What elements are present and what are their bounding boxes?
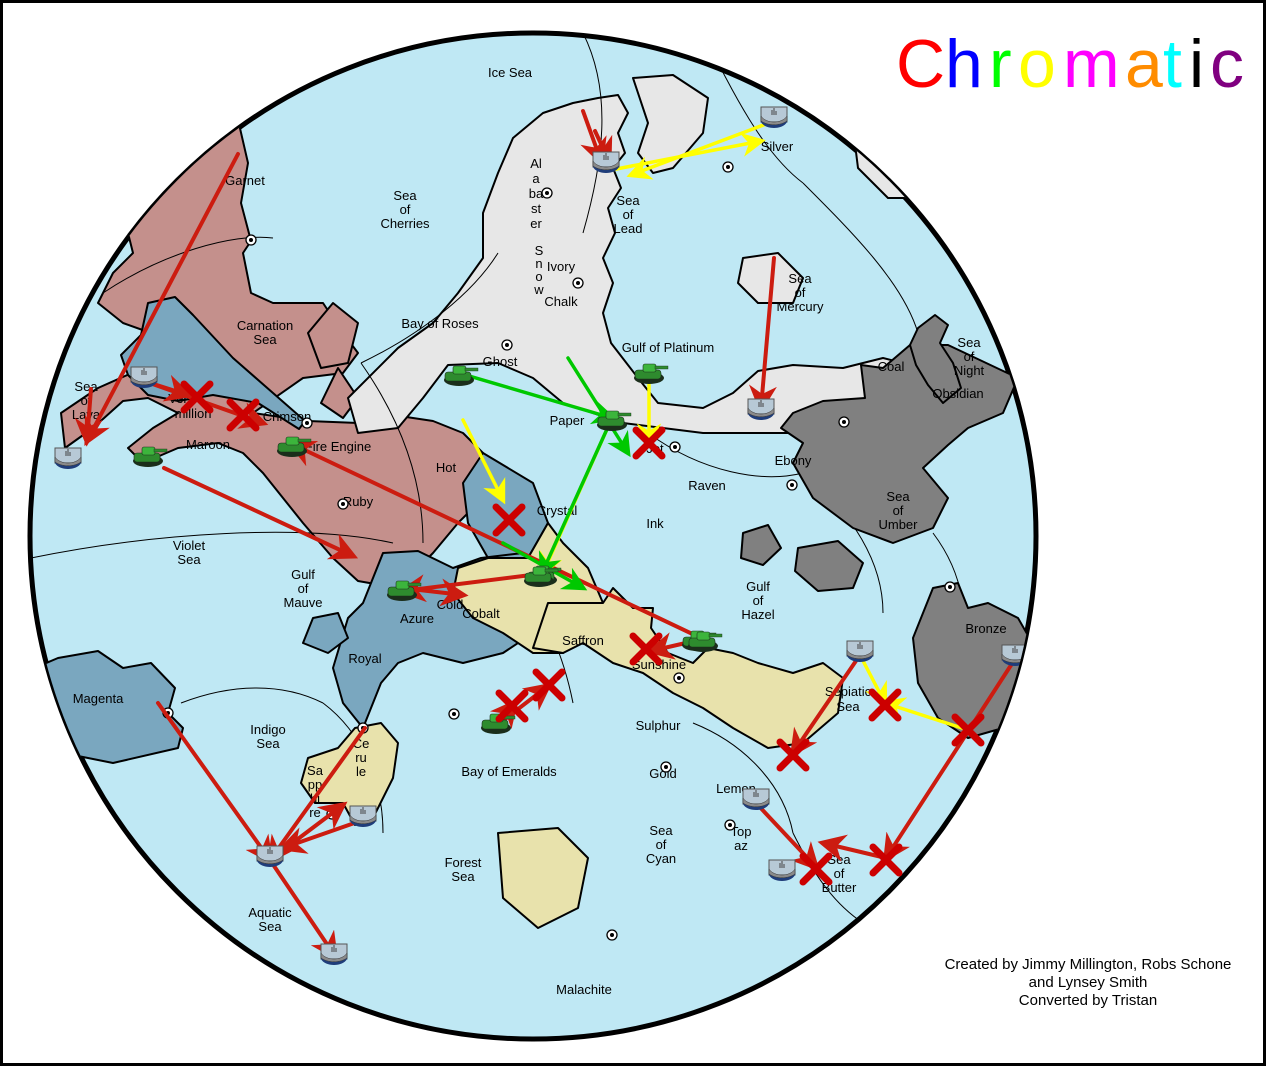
svg-text:a: a (1125, 26, 1163, 102)
svg-text:of: of (623, 207, 634, 222)
svg-text:st: st (531, 201, 542, 216)
svg-text:Hot: Hot (436, 460, 457, 475)
svg-text:of: of (964, 349, 975, 364)
svg-text:Bay of Emeralds: Bay of Emeralds (461, 764, 557, 779)
svg-text:Chalk: Chalk (544, 294, 578, 309)
svg-text:of: of (400, 202, 411, 217)
svg-text:Cherries: Cherries (380, 216, 430, 231)
svg-text:of: of (834, 866, 845, 881)
svg-text:of: of (893, 503, 904, 518)
svg-text:Aquatic: Aquatic (248, 905, 292, 920)
svg-text:Sea: Sea (886, 489, 910, 504)
svg-text:c: c (1210, 26, 1244, 102)
svg-text:Cyan: Cyan (646, 851, 676, 866)
svg-text:a: a (532, 171, 540, 186)
svg-text:Sea: Sea (258, 919, 282, 934)
svg-text:Gulf: Gulf (746, 579, 770, 594)
svg-text:Sea: Sea (74, 379, 98, 394)
svg-text:er: er (530, 216, 542, 231)
svg-text:Ghost: Ghost (483, 354, 518, 369)
svg-text:Ebony: Ebony (775, 453, 812, 468)
svg-text:ru: ru (355, 750, 367, 765)
svg-text:Ivory: Ivory (547, 259, 576, 274)
svg-text:Fire Engine: Fire Engine (305, 439, 371, 454)
svg-text:re: re (309, 805, 321, 820)
svg-text:Sea: Sea (393, 188, 417, 203)
svg-text:Paper: Paper (550, 413, 585, 428)
svg-text:Ice Sea: Ice Sea (488, 65, 533, 80)
svg-text:h: h (945, 26, 983, 102)
svg-text:Maroon: Maroon (186, 437, 230, 452)
svg-text:t: t (1163, 26, 1182, 102)
svg-text:w: w (533, 282, 544, 297)
svg-text:Created by Jimmy Millington, R: Created by Jimmy Millington, Robs Schone (945, 956, 1232, 973)
svg-text:Night: Night (954, 363, 985, 378)
svg-text:Converted by Tristan: Converted by Tristan (1019, 992, 1157, 1009)
svg-text:Indigo: Indigo (250, 722, 285, 737)
svg-text:Silver: Silver (761, 139, 794, 154)
svg-text:Sea: Sea (649, 823, 673, 838)
svg-text:Cobalt: Cobalt (462, 606, 500, 621)
svg-text:Mauve: Mauve (283, 595, 322, 610)
svg-text:Sea: Sea (957, 335, 981, 350)
svg-text:Lead: Lead (614, 221, 643, 236)
svg-text:of: of (753, 593, 764, 608)
svg-text:Royal: Royal (348, 651, 381, 666)
svg-text:i: i (1189, 26, 1204, 102)
svg-text:az: az (734, 838, 748, 853)
svg-text:Azure: Azure (400, 611, 434, 626)
svg-text:and Lynsey Smith: and Lynsey Smith (1029, 974, 1148, 991)
svg-text:Sulphur: Sulphur (636, 718, 681, 733)
svg-text:Gulf of Platinum: Gulf of Platinum (622, 340, 715, 355)
svg-text:Umber: Umber (878, 517, 918, 532)
svg-text:r: r (989, 26, 1012, 102)
svg-text:m: m (1063, 26, 1120, 102)
svg-text:Bronze: Bronze (965, 621, 1006, 636)
svg-text:Bay of Roses: Bay of Roses (401, 316, 479, 331)
svg-text:of: of (298, 581, 309, 596)
svg-text:Forest: Forest (445, 855, 482, 870)
svg-text:Sea: Sea (256, 736, 280, 751)
svg-text:le: le (356, 764, 366, 779)
svg-text:o: o (1018, 26, 1056, 102)
svg-text:of: of (656, 837, 667, 852)
svg-text:Sa: Sa (307, 763, 324, 778)
svg-text:Cold: Cold (437, 597, 464, 612)
svg-text:Sea: Sea (788, 271, 812, 286)
svg-text:Hazel: Hazel (741, 607, 774, 622)
svg-text:C: C (896, 26, 945, 102)
svg-text:Sea: Sea (616, 193, 640, 208)
svg-text:Mercury: Mercury (777, 299, 824, 314)
svg-text:Carnation: Carnation (237, 318, 293, 333)
svg-text:Raven: Raven (688, 478, 726, 493)
svg-text:Garnet: Garnet (225, 173, 265, 188)
svg-text:Ink: Ink (646, 516, 664, 531)
svg-text:Sea: Sea (253, 332, 277, 347)
svg-text:Malachite: Malachite (556, 982, 612, 997)
svg-text:Al: Al (530, 156, 542, 171)
svg-text:Sea: Sea (451, 869, 475, 884)
svg-text:Sea: Sea (177, 552, 201, 567)
svg-text:of: of (795, 285, 806, 300)
svg-text:Violet: Violet (173, 538, 206, 553)
svg-text:Saffron: Saffron (562, 633, 604, 648)
svg-text:Obsidian: Obsidian (932, 386, 983, 401)
svg-text:Sea: Sea (836, 699, 860, 714)
svg-text:Gulf: Gulf (291, 567, 315, 582)
svg-text:Coal: Coal (878, 359, 905, 374)
svg-text:Magenta: Magenta (73, 691, 124, 706)
